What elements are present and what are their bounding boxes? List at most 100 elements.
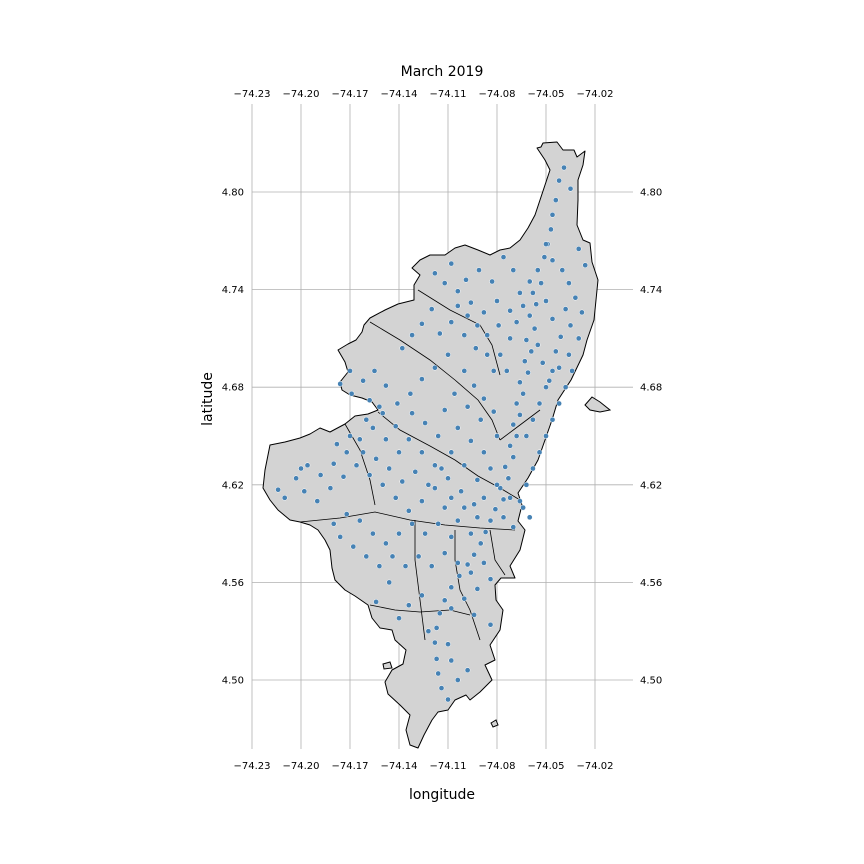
data-point [528, 348, 535, 355]
data-point [575, 246, 582, 252]
data-point [552, 348, 559, 355]
data-point [464, 312, 471, 319]
data-point [415, 553, 422, 560]
island-east [584, 396, 612, 413]
data-point [435, 670, 442, 677]
data-point [549, 316, 556, 322]
data-point [392, 494, 399, 501]
data-point [549, 368, 556, 374]
data-point [464, 561, 471, 568]
data-point [330, 460, 337, 467]
city-boundary [262, 141, 599, 749]
x-tick-label-top: −74.23 [233, 89, 270, 100]
data-point [376, 403, 383, 410]
data-point [402, 563, 409, 569]
data-point [464, 403, 471, 410]
data-point [441, 280, 448, 286]
x-tick-label-top: −74.08 [478, 89, 515, 100]
data-point [356, 436, 363, 443]
data-point [474, 322, 481, 329]
y-tick-label-left: 4.80 [222, 188, 244, 199]
data-point [389, 553, 396, 560]
data-point [348, 390, 355, 397]
data-point [366, 472, 373, 478]
data-point [507, 494, 513, 501]
data-point [494, 298, 500, 304]
data-point [337, 534, 344, 540]
data-point [340, 473, 347, 480]
data-point [481, 309, 487, 316]
data-point [487, 576, 494, 582]
data-point [520, 390, 526, 397]
data-point [562, 306, 569, 312]
data-point [458, 488, 464, 495]
data-point [526, 278, 533, 285]
data-point [317, 472, 324, 478]
data-point [520, 504, 526, 511]
data-point [484, 351, 491, 358]
data-point [432, 485, 438, 491]
data-point [448, 534, 455, 540]
data-point [468, 438, 474, 444]
data-point [487, 621, 494, 628]
data-point [301, 488, 308, 495]
data-point [530, 290, 536, 296]
data-point [432, 639, 438, 646]
data-point [538, 280, 544, 286]
data-point [432, 462, 438, 469]
data-point [445, 641, 451, 648]
data-point [474, 477, 481, 483]
data-point [481, 449, 487, 456]
island-south [490, 719, 499, 728]
data-point [471, 501, 477, 508]
data-point [513, 433, 520, 439]
data-point [432, 364, 438, 371]
data-point [304, 462, 311, 469]
data-point [438, 685, 445, 691]
data-point [343, 511, 350, 517]
y-tick-label-left: 4.74 [222, 285, 244, 296]
data-point [383, 382, 389, 389]
data-point [471, 382, 477, 389]
data-point [481, 560, 487, 566]
data-point [405, 602, 412, 609]
data-point [523, 337, 530, 343]
data-point [569, 368, 575, 374]
data-point [448, 319, 455, 325]
data-point [409, 332, 415, 338]
data-point [510, 524, 517, 530]
data-point [500, 514, 507, 521]
data-point [534, 267, 541, 273]
data-point [396, 530, 402, 537]
data-point [399, 478, 406, 485]
data-point [327, 485, 334, 491]
data-point [543, 241, 549, 247]
data-point [523, 433, 530, 439]
data-point [526, 312, 533, 319]
data-point [441, 407, 448, 413]
data-point [386, 465, 393, 472]
data-point [517, 379, 523, 386]
data-point [360, 377, 366, 384]
data-point [281, 494, 288, 501]
data-point [487, 517, 494, 524]
data-point [502, 464, 509, 470]
data-point [495, 322, 502, 329]
data-point [534, 342, 541, 348]
data-point [481, 395, 487, 402]
data-point [454, 288, 461, 295]
x-tick-label-bottom: −74.05 [527, 761, 564, 772]
data-point [419, 376, 425, 382]
data-point [556, 177, 562, 184]
x-tick-label-top: −74.02 [576, 89, 613, 100]
data-point [536, 400, 543, 407]
data-point [582, 262, 589, 269]
y-tick-label-right: 4.50 [640, 676, 662, 687]
data-point [454, 560, 461, 566]
data-point [448, 260, 455, 267]
y-tick-label-right: 4.74 [640, 285, 662, 296]
data-point [293, 475, 299, 482]
tick-labels: −74.23 −74.23 −74.20 −74.20 −74.17 −74.17 −74.… [222, 89, 663, 772]
data-point [552, 197, 559, 203]
data-point [517, 290, 523, 296]
